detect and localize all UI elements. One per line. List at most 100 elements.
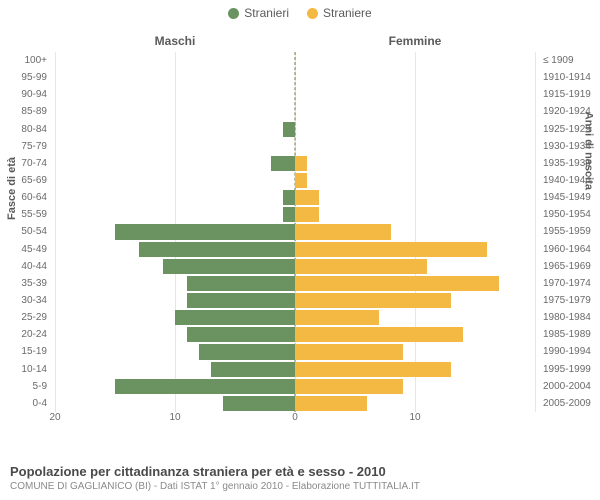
pyramid-row (55, 86, 535, 103)
birth-label: 1940-1944 (543, 172, 591, 189)
birth-label: 2000-2004 (543, 378, 591, 395)
birth-label: 1960-1964 (543, 241, 591, 258)
age-label: 70-74 (21, 155, 47, 172)
pyramid-row (55, 378, 535, 395)
swatch-male (228, 8, 239, 19)
pyramid-row (55, 103, 535, 120)
grid-line (535, 52, 536, 412)
bar-female (295, 259, 427, 274)
chart-area: Maschi Femmine 100+≤ 190995-991910-19149… (55, 34, 535, 432)
x-tick: 10 (409, 412, 420, 423)
bar-male (163, 259, 295, 274)
bar-female (295, 310, 379, 325)
pyramid-row (55, 155, 535, 172)
birth-label: 2005-2009 (543, 395, 591, 412)
bar-male (283, 122, 295, 137)
bar-male (271, 156, 295, 171)
age-label: 90-94 (21, 86, 47, 103)
birth-label: 1970-1974 (543, 275, 591, 292)
age-label: 35-39 (21, 275, 47, 292)
age-label: 60-64 (21, 189, 47, 206)
age-label: 100+ (24, 52, 47, 69)
age-label: 45-49 (21, 241, 47, 258)
birth-label: 1935-1939 (543, 155, 591, 172)
legend-item-male: Stranieri (228, 6, 289, 20)
bar-male (283, 207, 295, 222)
pyramid-row (55, 343, 535, 360)
birth-label: 1915-1919 (543, 86, 591, 103)
age-label: 55-59 (21, 206, 47, 223)
bar-female (295, 224, 391, 239)
bar-female (295, 156, 307, 171)
age-label: 75-79 (21, 138, 47, 155)
x-tick: 20 (49, 412, 60, 423)
pyramid-row (55, 138, 535, 155)
bar-male (187, 293, 295, 308)
age-label: 65-69 (21, 172, 47, 189)
y-axis-title-left: Fasce di età (6, 157, 18, 220)
bar-female (295, 242, 487, 257)
x-tick: 0 (292, 412, 298, 423)
bar-female (295, 362, 451, 377)
x-axis: 2010010 (55, 412, 535, 428)
birth-label: 1910-1914 (543, 69, 591, 86)
bar-female (295, 396, 367, 411)
bar-male (187, 327, 295, 342)
age-label: 40-44 (21, 258, 47, 275)
birth-label: 1985-1989 (543, 326, 591, 343)
bar-female (295, 379, 403, 394)
bar-male (283, 190, 295, 205)
pyramid-row (55, 189, 535, 206)
pyramid-row (55, 241, 535, 258)
pyramid-row (55, 69, 535, 86)
legend: Stranieri Straniere (0, 0, 600, 20)
bar-male (139, 242, 295, 257)
age-label: 95-99 (21, 69, 47, 86)
legend-label-male: Stranieri (244, 6, 289, 20)
bar-male (175, 310, 295, 325)
birth-label: 1955-1959 (543, 223, 591, 240)
bar-male (199, 344, 295, 359)
plot: 100+≤ 190995-991910-191490-941915-191985… (55, 52, 535, 412)
bar-female (295, 173, 307, 188)
birth-label: 1975-1979 (543, 292, 591, 309)
birth-label: 1930-1934 (543, 138, 591, 155)
pyramid-row (55, 258, 535, 275)
pyramid-row (55, 52, 535, 69)
pyramid-row (55, 206, 535, 223)
birth-label: ≤ 1909 (543, 52, 574, 69)
bar-female (295, 207, 319, 222)
birth-label: 1995-1999 (543, 361, 591, 378)
birth-label: 1990-1994 (543, 343, 591, 360)
birth-label: 1980-1984 (543, 309, 591, 326)
bar-female (295, 344, 403, 359)
bar-female (295, 293, 451, 308)
col-header-male: Maschi (55, 34, 295, 48)
age-label: 50-54 (21, 223, 47, 240)
bar-male (115, 224, 295, 239)
pyramid-row (55, 275, 535, 292)
caption: Popolazione per cittadinanza straniera p… (10, 464, 590, 492)
birth-label: 1920-1924 (543, 103, 591, 120)
age-label: 10-14 (21, 361, 47, 378)
age-label: 20-24 (21, 326, 47, 343)
pyramid-row (55, 223, 535, 240)
birth-label: 1945-1949 (543, 189, 591, 206)
age-label: 80-84 (21, 121, 47, 138)
swatch-female (307, 8, 318, 19)
bar-female (295, 327, 463, 342)
age-label: 15-19 (21, 343, 47, 360)
age-label: 0-4 (33, 395, 47, 412)
bar-female (295, 276, 499, 291)
pyramid-row (55, 309, 535, 326)
pyramid-row (55, 395, 535, 412)
pyramid-row (55, 292, 535, 309)
caption-title: Popolazione per cittadinanza straniera p… (10, 464, 590, 479)
legend-item-female: Straniere (307, 6, 372, 20)
bar-male (223, 396, 295, 411)
bar-male (187, 276, 295, 291)
birth-label: 1925-1929 (543, 121, 591, 138)
age-label: 30-34 (21, 292, 47, 309)
birth-label: 1965-1969 (543, 258, 591, 275)
age-label: 25-29 (21, 309, 47, 326)
